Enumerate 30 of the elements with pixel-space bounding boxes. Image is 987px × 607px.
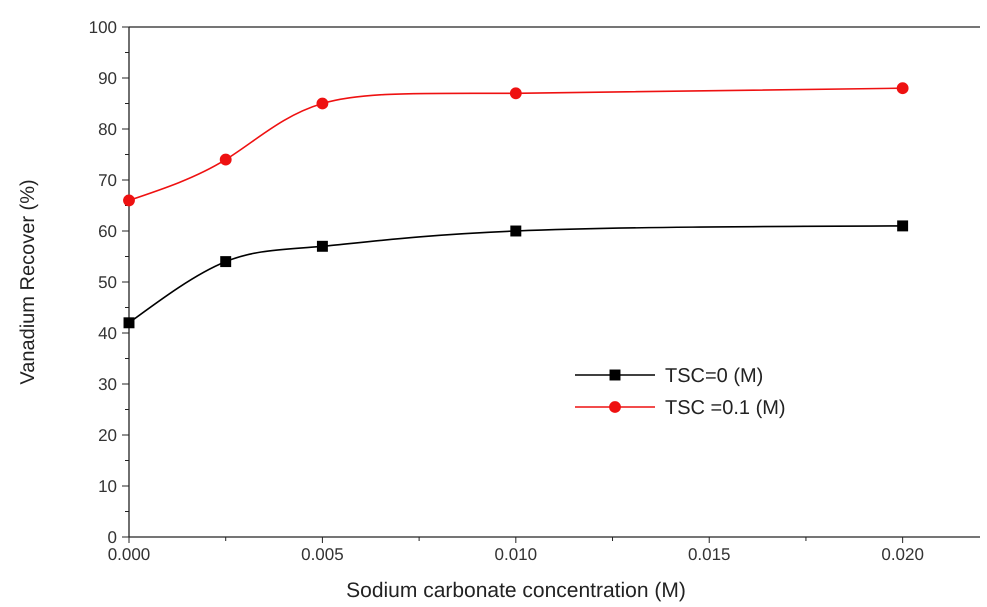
point xyxy=(220,256,232,268)
y-tick-label: 70 xyxy=(98,170,117,190)
x-tick-label: 0.020 xyxy=(881,545,924,564)
y-tick-label: 20 xyxy=(98,426,117,445)
x-axis-title: Sodium carbonate concentration (M) xyxy=(346,579,686,602)
point xyxy=(896,82,909,94)
y-tick-label: 30 xyxy=(98,374,117,394)
point xyxy=(123,194,135,206)
y-tick-label: 0 xyxy=(108,528,117,547)
point xyxy=(316,240,328,252)
y-tick-label: 50 xyxy=(98,272,117,292)
point xyxy=(124,317,134,328)
x-tick-label: 0.015 xyxy=(688,545,730,564)
y-tick-label: 10 xyxy=(98,476,117,496)
y-axis-title: Vanadium Recover (%) xyxy=(17,179,39,385)
point xyxy=(316,98,328,110)
y-tick-label: 90 xyxy=(98,68,117,88)
y-tick-label: 60 xyxy=(98,222,117,241)
point xyxy=(897,220,908,232)
x-tick-label: 0.010 xyxy=(494,545,538,564)
point xyxy=(220,154,232,166)
y-tick-label: 40 xyxy=(98,324,117,343)
legend-label: TSC=0 (M) xyxy=(665,365,764,387)
legend-label: TSC =0.1 (M) xyxy=(665,397,786,419)
y-tick-label: 100 xyxy=(88,18,117,37)
x-tick-label: 0.000 xyxy=(108,545,150,564)
point xyxy=(510,226,522,236)
x-tick-label: 0.005 xyxy=(301,545,344,564)
point xyxy=(510,87,522,100)
y-tick-label: 80 xyxy=(98,120,117,139)
